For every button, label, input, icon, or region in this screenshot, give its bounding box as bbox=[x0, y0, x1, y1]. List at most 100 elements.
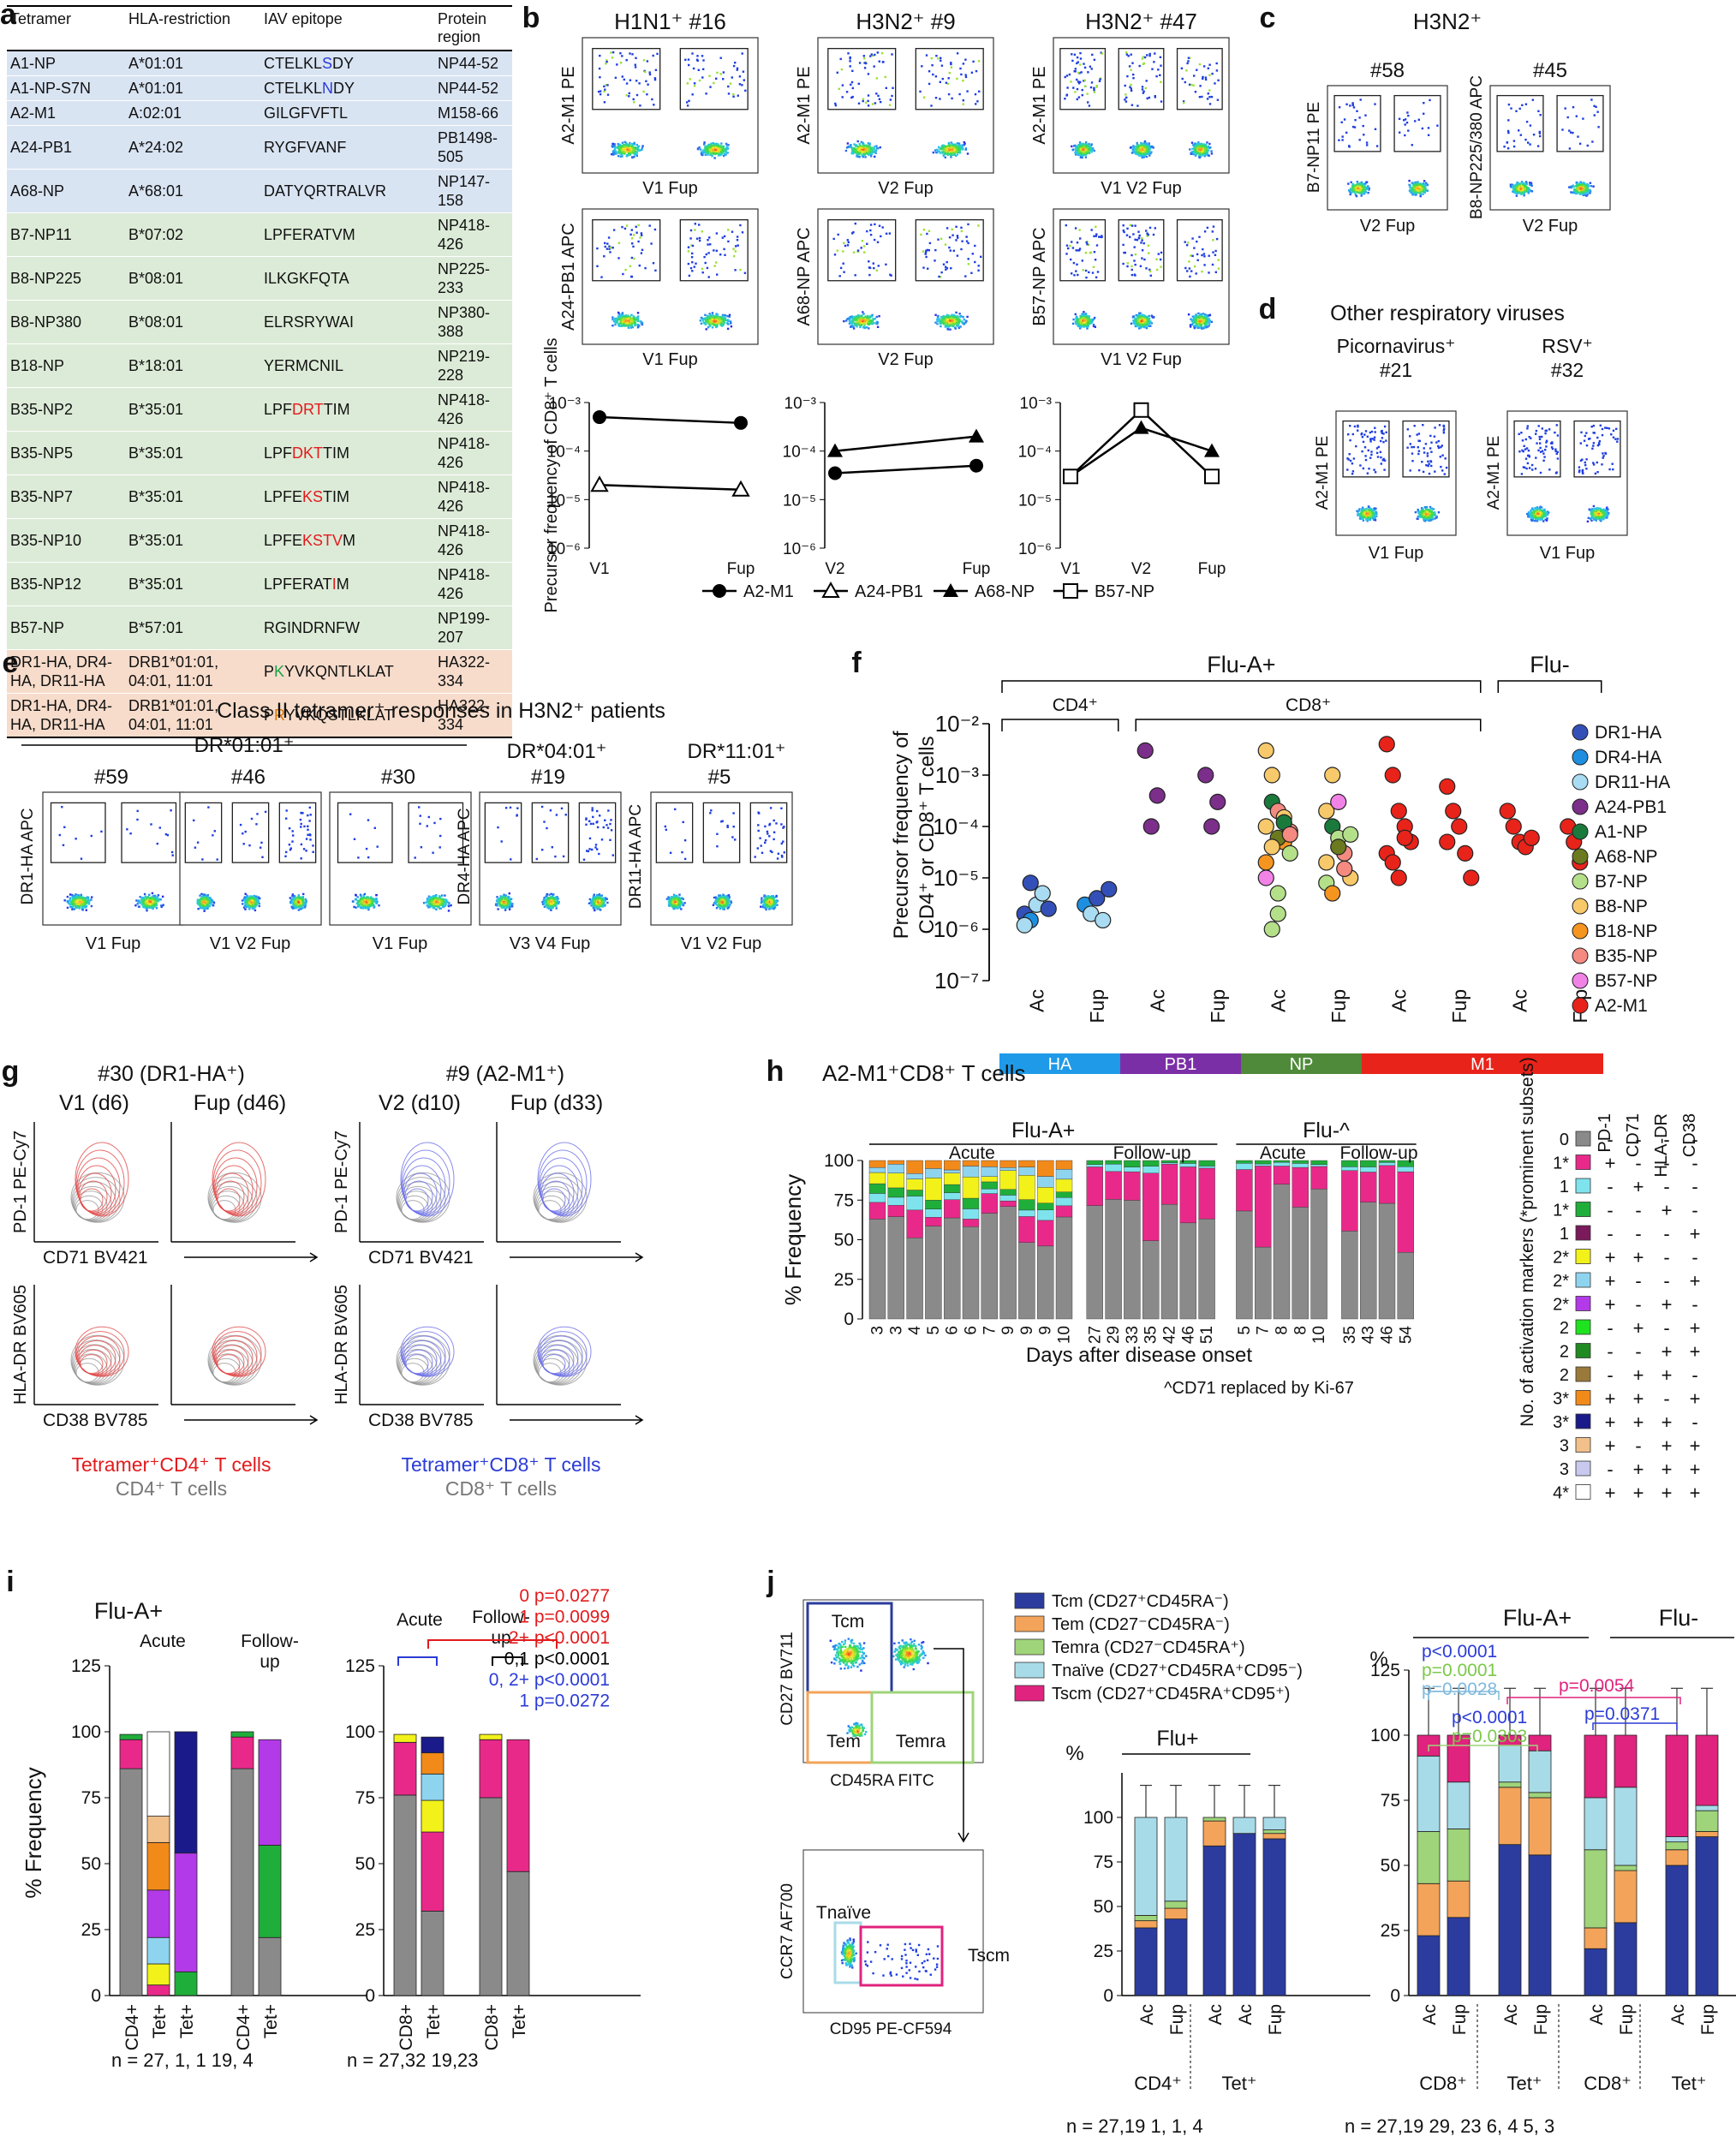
event-dot bbox=[686, 101, 689, 104]
event-dot bbox=[977, 60, 981, 63]
event-dot bbox=[722, 323, 725, 325]
event-dot bbox=[1576, 192, 1578, 195]
event-dot bbox=[869, 224, 873, 226]
event-dot bbox=[975, 69, 978, 73]
event-dot bbox=[1099, 78, 1101, 81]
event-dot bbox=[1203, 317, 1206, 319]
hla-cell: A*01:01 bbox=[125, 51, 260, 76]
tetramer-cell: A24-PB1 bbox=[7, 125, 125, 170]
event-dot bbox=[1139, 326, 1142, 329]
event-dot bbox=[956, 318, 958, 320]
event-dot bbox=[636, 318, 640, 320]
event-dot bbox=[1582, 182, 1584, 184]
event-dot bbox=[1148, 252, 1150, 254]
event-dot bbox=[702, 321, 705, 325]
event-dot bbox=[1078, 146, 1081, 148]
event-dot bbox=[701, 230, 703, 233]
event-dot bbox=[869, 234, 873, 236]
event-dot bbox=[702, 68, 705, 70]
event-dot bbox=[1134, 148, 1136, 151]
event-dot bbox=[632, 318, 635, 320]
event-dot bbox=[953, 153, 956, 156]
event-dot bbox=[1152, 233, 1155, 236]
event-dot bbox=[1083, 143, 1085, 146]
event-dot bbox=[1136, 153, 1139, 156]
event-dot bbox=[1206, 141, 1208, 144]
event-dot bbox=[700, 316, 703, 319]
event-dot bbox=[687, 246, 690, 248]
event-dot bbox=[1081, 93, 1083, 97]
event-dot bbox=[691, 270, 694, 272]
event-dot bbox=[926, 232, 928, 236]
event-dot bbox=[1142, 156, 1146, 158]
event-dot bbox=[619, 152, 622, 155]
event-dot bbox=[1073, 274, 1076, 277]
event-dot bbox=[1353, 185, 1357, 188]
hla-cell: B*35:01 bbox=[125, 562, 260, 606]
event-dot bbox=[734, 62, 737, 64]
event-dot bbox=[706, 314, 709, 317]
event-dot bbox=[724, 254, 726, 256]
event-dot bbox=[1145, 321, 1148, 324]
x-axis-label: V2 Fup bbox=[878, 350, 933, 369]
event-dot bbox=[633, 101, 635, 104]
event-dot bbox=[1202, 325, 1206, 328]
event-dot bbox=[709, 152, 713, 155]
event-dot bbox=[1086, 243, 1089, 246]
event-dot bbox=[618, 318, 621, 321]
event-dot bbox=[931, 64, 934, 67]
event-dot bbox=[1126, 75, 1129, 78]
event-dot bbox=[1093, 87, 1095, 89]
event-dot bbox=[1204, 314, 1207, 318]
event-dot bbox=[1130, 104, 1134, 106]
event-dot bbox=[872, 262, 874, 265]
event-dot bbox=[1201, 95, 1203, 98]
event-dot bbox=[1076, 242, 1079, 244]
event-dot bbox=[1145, 326, 1148, 330]
event-dot bbox=[1596, 110, 1599, 113]
event-dot bbox=[1075, 317, 1077, 319]
event-dot bbox=[888, 232, 892, 235]
event-dot bbox=[720, 145, 723, 148]
gate bbox=[915, 47, 984, 110]
event-dot bbox=[1150, 314, 1153, 317]
event-dot bbox=[1080, 71, 1083, 74]
event-dot bbox=[934, 151, 938, 154]
gate bbox=[592, 218, 661, 282]
event-dot bbox=[1072, 87, 1075, 89]
event-dot bbox=[1148, 147, 1151, 150]
hla-cell: A*24:02 bbox=[125, 125, 260, 170]
event-dot bbox=[1132, 145, 1135, 147]
event-dot bbox=[1137, 318, 1140, 320]
event-dot bbox=[943, 318, 946, 320]
event-dot bbox=[633, 316, 635, 319]
event-dot bbox=[1210, 320, 1214, 323]
event-dot bbox=[874, 53, 876, 57]
event-dot bbox=[858, 145, 862, 148]
event-dot bbox=[632, 148, 635, 151]
event-dot bbox=[635, 93, 639, 97]
y-axis-label: A2-M1 PE bbox=[559, 66, 578, 144]
event-dot bbox=[1206, 318, 1208, 320]
event-dot bbox=[862, 245, 866, 248]
event-dot bbox=[1351, 185, 1355, 188]
event-dot bbox=[1084, 319, 1087, 322]
event-dot bbox=[629, 52, 631, 55]
event-dot bbox=[851, 147, 854, 150]
event-dot bbox=[856, 149, 859, 152]
event-dot bbox=[1079, 327, 1082, 330]
event-dot bbox=[1190, 152, 1192, 154]
event-dot bbox=[719, 73, 722, 75]
event-dot bbox=[713, 157, 716, 159]
event-dot bbox=[688, 274, 691, 277]
tetramer-cell: B35-NP7 bbox=[7, 474, 125, 519]
event-dot bbox=[889, 98, 892, 101]
event-dot bbox=[1347, 182, 1350, 185]
event-dot bbox=[1084, 322, 1088, 325]
event-dot bbox=[1582, 185, 1584, 188]
event-dot bbox=[1202, 326, 1205, 330]
event-dot bbox=[858, 318, 861, 320]
event-dot bbox=[1071, 59, 1074, 63]
event-dot bbox=[744, 89, 747, 92]
event-dot bbox=[1136, 321, 1138, 324]
